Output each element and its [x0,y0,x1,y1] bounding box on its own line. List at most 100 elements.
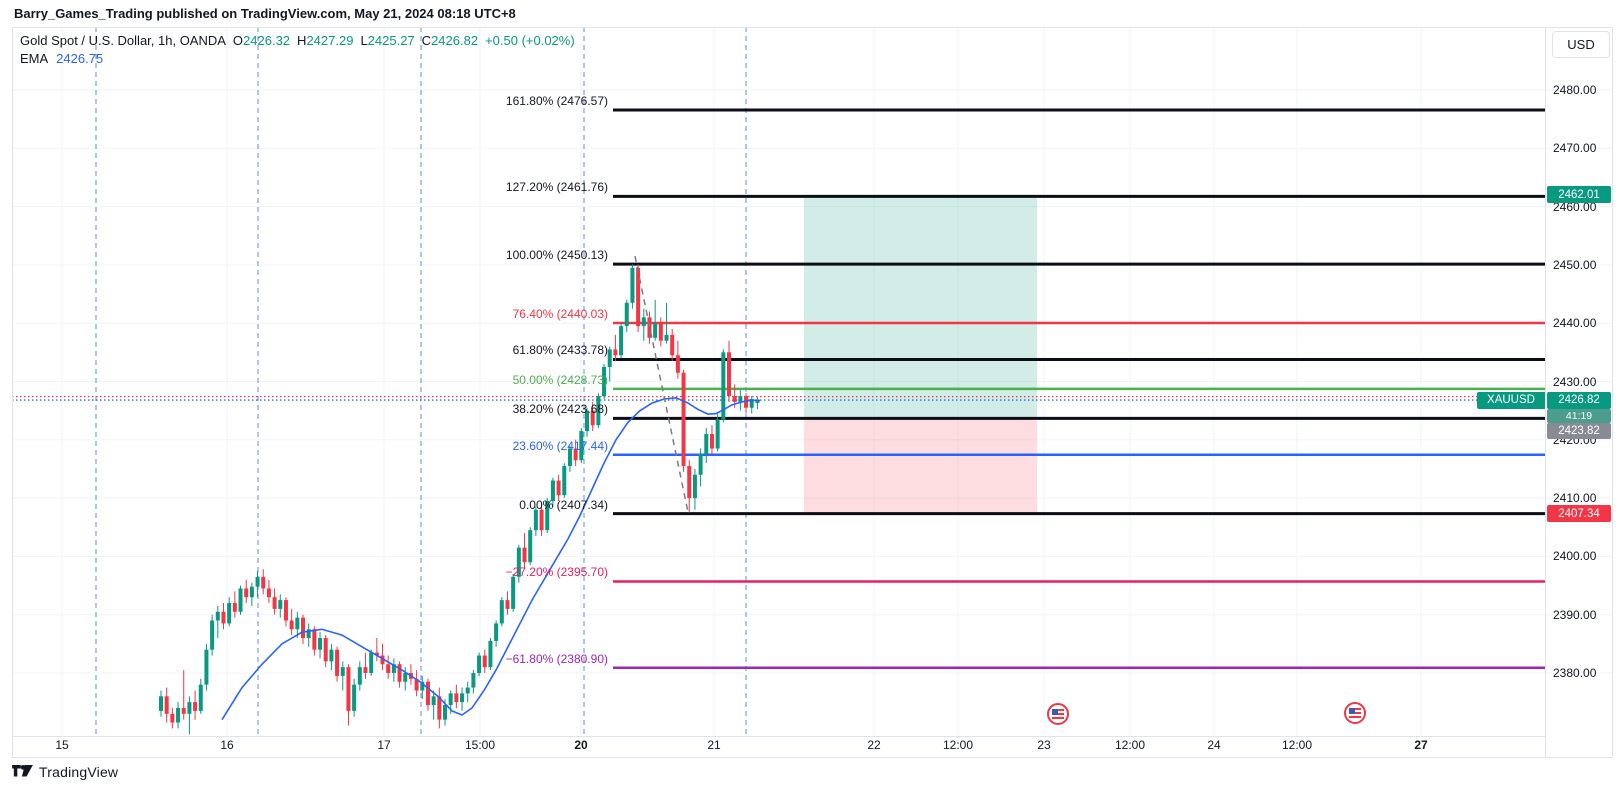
time-tick-label: 12:00 [1281,738,1313,752]
candle [170,713,175,723]
candle [533,509,538,531]
candle [692,474,697,499]
time-tick-label: 17 [377,738,391,752]
candle [488,640,493,668]
position-target-box [804,194,1037,418]
price-tick-label: 2480.00 [1553,83,1597,97]
symbol-legend: Gold Spot / U.S. Dollar, 1h, OANDA O2426.… [20,33,575,48]
candle [641,317,646,327]
candle [613,349,618,356]
candle [624,302,629,327]
candle [727,352,731,397]
fib-label: 50.00% (2428.73) [512,372,608,387]
candle [698,454,703,475]
candle [391,664,396,673]
tradingview-logo[interactable]: TradingView [12,764,118,780]
trendline [634,256,689,513]
candle [244,588,249,598]
candle [164,696,169,714]
chart-right-border [1612,27,1613,757]
target-price-label: 2462.01 [1547,186,1611,204]
fib-label: −61.80% (2380.90) [505,651,608,666]
time-tick-label: 12:00 [1114,738,1146,752]
candle [681,372,686,467]
candle [261,576,266,589]
candle [301,617,305,639]
candle [550,480,555,502]
fib-label: 127.20% (2461.76) [505,180,608,195]
candle [357,667,362,685]
candle [340,667,345,676]
candle [522,547,527,563]
tradingview-logo-icon [12,764,33,777]
candle [454,693,459,703]
ohlc-low: L2425.27 [360,33,415,48]
position-stop-box [804,417,1037,514]
ohlc-close: C2426.82 [421,33,479,48]
candle [283,600,288,621]
candle [721,352,726,420]
candle [431,696,436,706]
candle [318,638,323,650]
candle [443,705,447,720]
time-tick-label: 12:00 [942,738,974,752]
candle [755,400,760,403]
price-tick-label: 2450.00 [1553,257,1597,272]
economic-event-flag-icon[interactable] [1047,703,1069,725]
time-tick-label: 23 [1037,738,1051,752]
time-tick-label: 27 [1414,738,1428,752]
candle [647,317,652,338]
candle [528,530,533,563]
fib-label: 76.40% (2440.03) [512,307,608,322]
candle [437,696,442,720]
candle [573,448,578,461]
candle [414,678,419,691]
fib-label: 23.60% (2417.44) [512,438,608,453]
fib-label: 161.80% (2476.57) [505,93,608,108]
candle [403,673,408,682]
ema-label: EMA [20,51,49,66]
economic-event-flag-icon[interactable] [1344,702,1366,724]
change-value: +0.50 (+0.02%) [485,33,575,48]
time-tick-label: 15 [55,738,69,752]
candle [232,603,237,612]
time-tick-label: 21 [707,738,721,752]
candle [511,576,516,609]
candle [658,323,663,341]
candle [221,611,226,624]
candle [238,588,243,612]
candle [312,629,317,650]
ema-legend: EMA 2426.75 [20,51,103,66]
currency-unit-button[interactable]: USD [1552,31,1610,58]
candle [425,681,430,706]
candle [176,707,181,723]
candle [749,398,754,408]
tradingview-logo-text: TradingView [39,764,119,780]
candle [306,629,311,639]
candle [539,509,544,531]
candle [374,652,379,656]
candle [596,396,601,426]
candle [687,466,692,499]
price-tick-label: 2400.00 [1553,549,1597,564]
candle [562,466,567,496]
candle [363,667,368,673]
price-tick-label: 2430.00 [1553,374,1597,389]
candle [448,693,453,706]
ema-line [221,397,761,721]
ohlc-high: H2427.29 [297,33,354,48]
candle [204,649,209,685]
axis-separator [1545,27,1546,757]
price-tick-label: 2470.00 [1553,141,1597,156]
candle [545,501,550,531]
bar-countdown-label: 41:19 [1547,408,1611,423]
candle [193,702,198,711]
symbol-title: Gold Spot / U.S. Dollar, 1h, OANDA [20,33,226,48]
candle [380,655,385,665]
candle [272,597,277,609]
candle [607,349,612,367]
price-tick-label: 2440.00 [1553,316,1597,331]
candle [255,576,260,587]
stop-price-label: 2407.34 [1547,505,1611,523]
